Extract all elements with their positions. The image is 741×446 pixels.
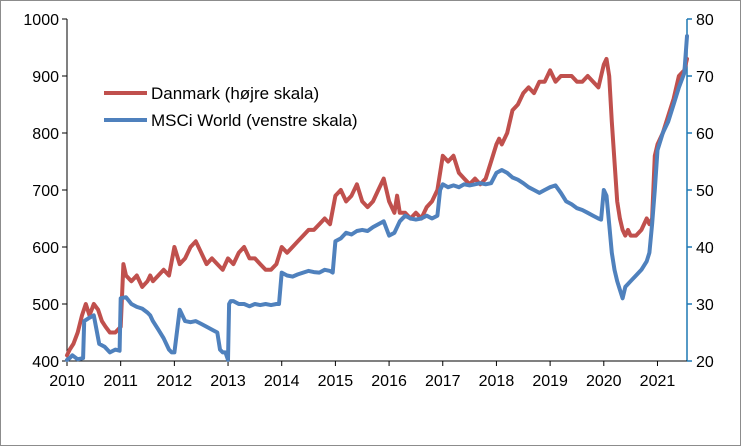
x-tick-label: 2019 [532,373,568,390]
right-axis-ticks: 20 30 40 50 60 70 80 [687,12,714,371]
x-axis-ticks: 2010 2011 2012 2013 2014 2015 2016 2017 2018 2019… [49,361,675,390]
right-tick-label: 60 [696,126,714,143]
right-tick-label: 20 [696,354,714,371]
right-tick-label: 70 [696,69,714,86]
x-tick-label: 2013 [210,373,246,390]
right-tick-label: 30 [696,297,714,314]
right-tick-label: 50 [696,183,714,200]
x-tick-label: 2010 [49,373,85,390]
legend-label-msci: MSCi World (venstre skala) [151,111,358,130]
x-tick-label: 2014 [264,373,300,390]
legend: Danmark (højre skala) MSCi World (venstr… [104,84,358,130]
x-tick-label: 2021 [640,373,676,390]
left-axis-ticks: 400 500 600 700 800 900 1000 [23,12,67,371]
left-tick-label: 1000 [23,12,59,29]
x-tick-label: 2015 [318,373,354,390]
series-layer [65,34,689,362]
left-tick-label: 800 [32,126,59,143]
x-tick-label: 2011 [103,373,138,390]
x-tick-label: 2018 [479,373,515,390]
legend-label-danmark: Danmark (højre skala) [151,84,319,103]
x-tick-label: 2017 [425,373,461,390]
left-tick-label: 400 [32,354,59,371]
x-tick-label: 2012 [157,373,193,390]
left-tick-label: 900 [32,69,59,86]
right-tick-label: 80 [696,12,714,29]
right-tick-label: 40 [696,240,714,257]
left-tick-label: 600 [32,240,59,257]
series-line-msci [65,34,689,362]
x-tick-label: 2020 [586,373,622,390]
x-tick-label: 2016 [371,373,407,390]
series-line-danmark [65,56,689,358]
left-tick-label: 700 [32,183,59,200]
left-tick-label: 500 [32,297,59,314]
